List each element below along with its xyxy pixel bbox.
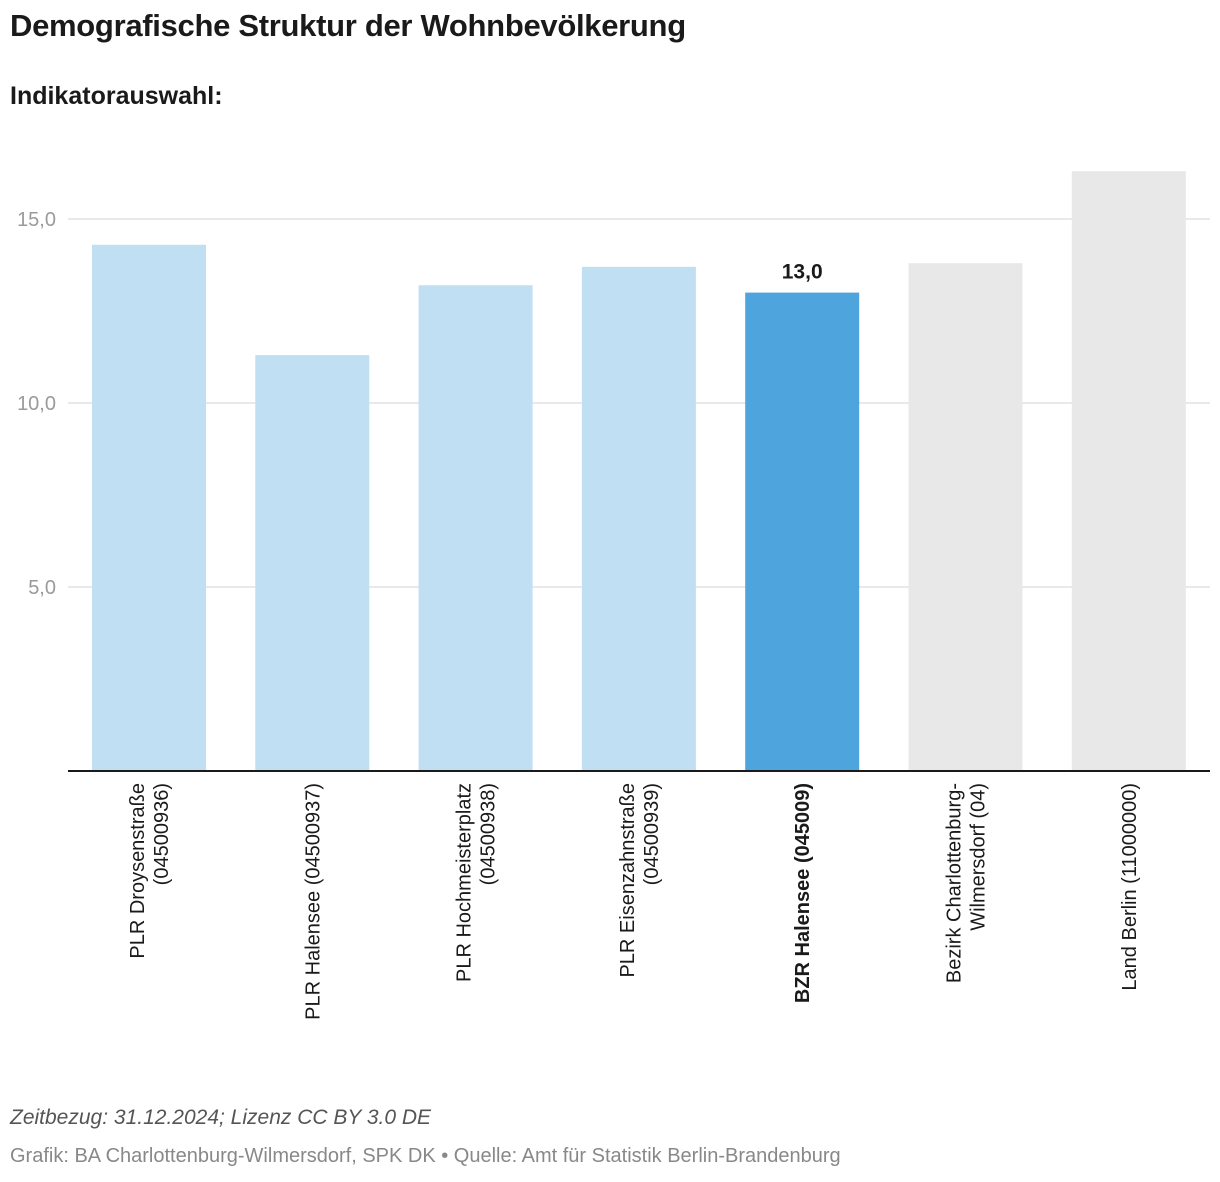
x-tick-label: PLR Halensee (04500937)	[302, 783, 324, 1020]
x-tick-label-line: PLR Halensee (04500937)	[302, 783, 324, 1020]
x-tick-label-line: Bezirk Charlottenburg-	[944, 783, 966, 983]
x-tick-label: PLR Droysenstraße (04500936)	[127, 783, 173, 959]
bar	[745, 292, 860, 771]
y-tick-label: 15,0	[17, 209, 56, 231]
x-tick-label-line: (04500938)	[478, 783, 500, 885]
chart-title: Demografische Struktur der Wohnbevölkeru…	[10, 8, 686, 43]
bar	[1071, 171, 1186, 771]
source-credit: Grafik: BA Charlottenburg-Wilmersdorf, S…	[10, 1145, 841, 1167]
time-reference-note: Zeitbezug: 31.12.2024; Lizenz CC BY 3.0 …	[10, 1106, 432, 1129]
bars: 13,0	[92, 171, 1186, 771]
x-tick-label-line: BZR Halensee (045009)	[792, 783, 814, 1003]
bar-chart: 5,010,015,0 13,0 PLR Droysenstraße (04500…	[17, 171, 1210, 1020]
x-tick-label-line: (04500939)	[641, 783, 663, 885]
x-tick-label-line: PLR Hochmeisterplatz	[454, 783, 476, 982]
x-tick-label: PLR Eisenzahnstraße (04500939)	[617, 783, 663, 978]
x-tick-label: Bezirk Charlottenburg- Wilmersdorf (04)	[944, 783, 990, 983]
x-tick-label-line: Wilmersdorf (04)	[968, 783, 990, 931]
bar	[255, 355, 370, 771]
bar	[418, 285, 533, 771]
bar	[908, 263, 1023, 771]
x-tick-label-line: Land Berlin (11000000)	[1119, 783, 1141, 991]
category-labels: PLR Droysenstraße (04500936) PLR Halensee …	[127, 783, 1141, 1020]
x-tick-label-line: PLR Droysenstraße	[127, 783, 149, 959]
x-tick-label: BZR Halensee (045009)	[792, 783, 814, 1003]
bar	[92, 244, 206, 771]
bar	[581, 266, 696, 771]
data-label: 13,0	[782, 261, 823, 284]
y-tick-label: 10,0	[17, 393, 56, 415]
indicator-selection-label: Indikatorauswahl:	[10, 82, 223, 110]
x-tick-label: PLR Hochmeisterplatz (04500938)	[454, 783, 500, 982]
x-tick-label-line: (04500936)	[151, 783, 173, 885]
y-tick-label: 5,0	[28, 577, 56, 599]
x-tick-label-line: PLR Eisenzahnstraße	[617, 783, 639, 978]
x-tick-label: Land Berlin (11000000)	[1119, 783, 1141, 991]
